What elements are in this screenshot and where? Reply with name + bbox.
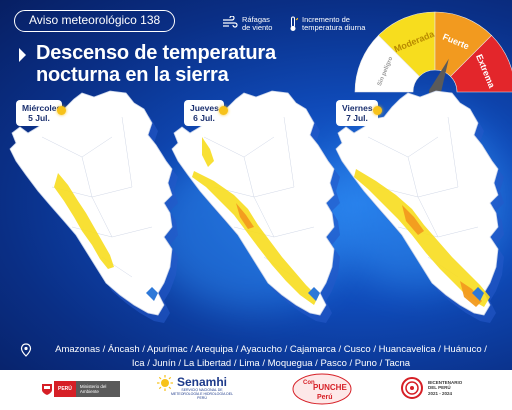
legend-temperature-label: Incremento de temperatura diurna xyxy=(302,15,366,32)
map-day-1 xyxy=(9,90,178,323)
map-day-2 xyxy=(171,90,340,323)
coat-of-arms-icon xyxy=(42,384,52,395)
title-line-2: nocturna en la sierra xyxy=(36,64,229,86)
sun-logo-icon xyxy=(157,375,173,391)
sun-icon xyxy=(57,106,66,115)
alert-zone-moderate xyxy=(192,171,318,305)
wind-gust-icon xyxy=(223,16,238,28)
thermometer-icon xyxy=(290,16,298,31)
bicentennial-logo: BICENTENARIO DEL PERÚ 2021 - 2024 xyxy=(400,376,462,400)
alert-zone-strong xyxy=(460,281,482,307)
regions-line-2: Ica / Junín / La Libertad / Lima / Moque… xyxy=(131,358,411,369)
sun-icon xyxy=(219,106,228,115)
legend-temperature: Incremento de temperatura diurna xyxy=(288,16,365,32)
svg-text:PUNCHE: PUNCHE xyxy=(313,383,347,392)
lake-titicaca xyxy=(472,287,484,301)
sun-icon xyxy=(373,106,382,115)
alert-zone-moderate xyxy=(354,169,490,307)
alert-zone-strong xyxy=(402,205,424,235)
bicentennial-emblem-icon xyxy=(401,377,423,399)
bulletin-number-badge: Aviso meteorológico 138 xyxy=(14,10,176,32)
day-label-3: Viernes 7 Jul. xyxy=(336,100,382,126)
alert-zone-moderate xyxy=(54,173,114,269)
legend-wind-label: Ráfagas de viento xyxy=(242,15,273,32)
government-logo: PERÚ Ministerio del Ambiente xyxy=(40,381,120,397)
alert-zone-strong xyxy=(236,203,254,229)
senamhi-logo: Senamhi SERVICIO NACIONAL DE METEOROLOGÍ… xyxy=(157,375,234,400)
title-line-1: Descenso de temperatura xyxy=(36,42,276,64)
location-pin-icon xyxy=(20,343,32,357)
svg-text:Perú: Perú xyxy=(317,394,333,401)
lake-titicaca xyxy=(146,287,158,301)
affected-regions-list: Amazonas / Áncash / Apurímac / Arequipa … xyxy=(38,343,504,371)
svg-text:Con: Con xyxy=(303,380,315,386)
forecast-maps xyxy=(9,90,504,323)
title-arrow-icon xyxy=(19,48,26,62)
legend-wind: Ráfagas de viento xyxy=(222,16,272,32)
lake-titicaca xyxy=(308,287,320,301)
day-label-1: Miércoles 5 Jul. xyxy=(16,100,66,126)
alert-zone-moderate xyxy=(202,137,214,167)
page-title: Descenso de temperatura nocturna en la s… xyxy=(36,42,276,86)
regions-line-1: Amazonas / Áncash / Apurímac / Arequipa … xyxy=(55,344,487,355)
con-punche-peru-logo: Con PUNCHE Perú xyxy=(292,373,352,405)
map-day-3 xyxy=(335,90,504,323)
gauge-segment-extrema xyxy=(450,35,512,93)
day-label-2: Jueves 6 Jul. xyxy=(184,100,228,126)
